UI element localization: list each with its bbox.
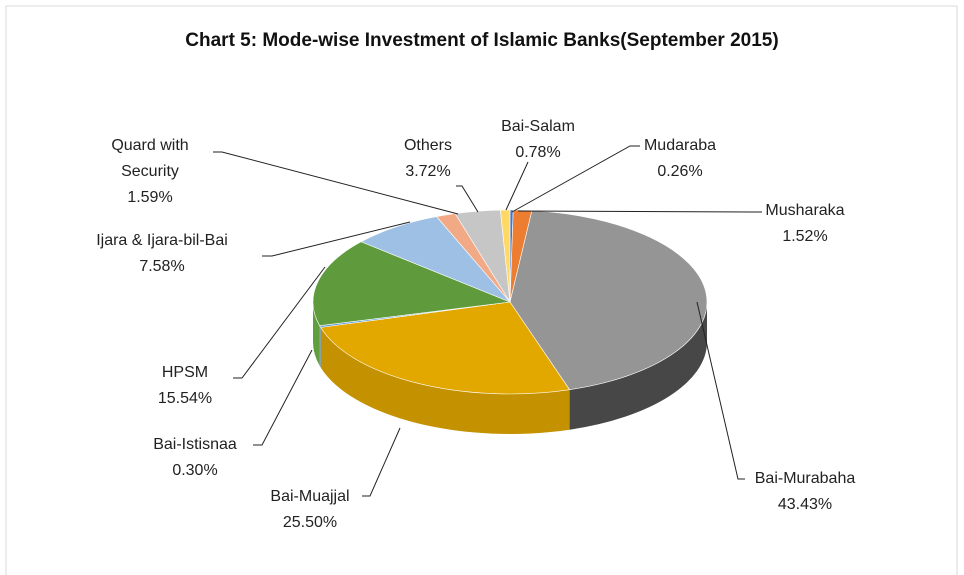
value-label: 15.54% [157, 390, 213, 407]
slice-side [313, 302, 320, 366]
data-label: Others 3.72% [378, 133, 478, 185]
category-label: Quard with Security [111, 137, 189, 180]
leader-line [253, 349, 313, 446]
value-label: 0.26% [657, 163, 703, 180]
leader-line [517, 210, 762, 213]
data-label: Mudaraba 0.26% [620, 133, 740, 185]
slice-side [319, 325, 321, 368]
leader-line [696, 301, 745, 480]
data-label: Bai-Muajjal 25.50% [240, 484, 380, 536]
data-label: HPSM 15.54% [125, 360, 245, 412]
category-label: Mudaraba [643, 137, 717, 154]
data-label: Ijara & Ijara-bil-Bai 7.58% [82, 228, 242, 280]
slice [320, 301, 571, 395]
data-label: Bai-Istisnaa 0.30% [125, 432, 265, 484]
slice-side [569, 302, 707, 430]
category-label: Ijara & Ijara-bil-Bai [96, 232, 228, 249]
category-label: Bai-Muajjal [270, 488, 350, 505]
value-label: 43.43% [777, 496, 833, 513]
category-label: Bai-Istisnaa [153, 436, 237, 453]
data-label: Musharaka 1.52% [745, 198, 865, 250]
category-label: Musharaka [765, 202, 845, 219]
category-label: HPSM [161, 364, 209, 381]
leader-line [233, 266, 326, 379]
leader-line [262, 221, 411, 257]
leader-line [505, 161, 529, 211]
value-label: 25.50% [282, 514, 338, 531]
category-label: Bai-Murabaha [754, 470, 856, 487]
slice [500, 209, 511, 303]
slice [360, 216, 511, 303]
value-label: 3.72% [405, 163, 451, 180]
category-label: Bai-Salam [501, 118, 575, 135]
value-label: 7.58% [139, 258, 185, 275]
category-label: Others [403, 137, 452, 154]
leader-line [456, 185, 479, 213]
leader-line [511, 145, 640, 213]
leader-line [213, 151, 459, 215]
value-label: 0.78% [515, 144, 561, 161]
value-label: 0.30% [172, 462, 218, 479]
value-label: 1.52% [782, 228, 828, 245]
data-label: Quard with Security 1.59% [90, 133, 210, 211]
slice [509, 210, 708, 391]
leader-line [362, 427, 401, 497]
data-label: Bai-Salam 0.78% [478, 114, 598, 166]
value-label: 1.59% [127, 189, 173, 206]
slice [312, 241, 512, 327]
slice-side [320, 327, 570, 434]
chart-title: Chart 5: Mode-wise Investment of Islamic… [185, 30, 779, 51]
data-label: Bai-Murabaha 43.43% [735, 466, 875, 518]
